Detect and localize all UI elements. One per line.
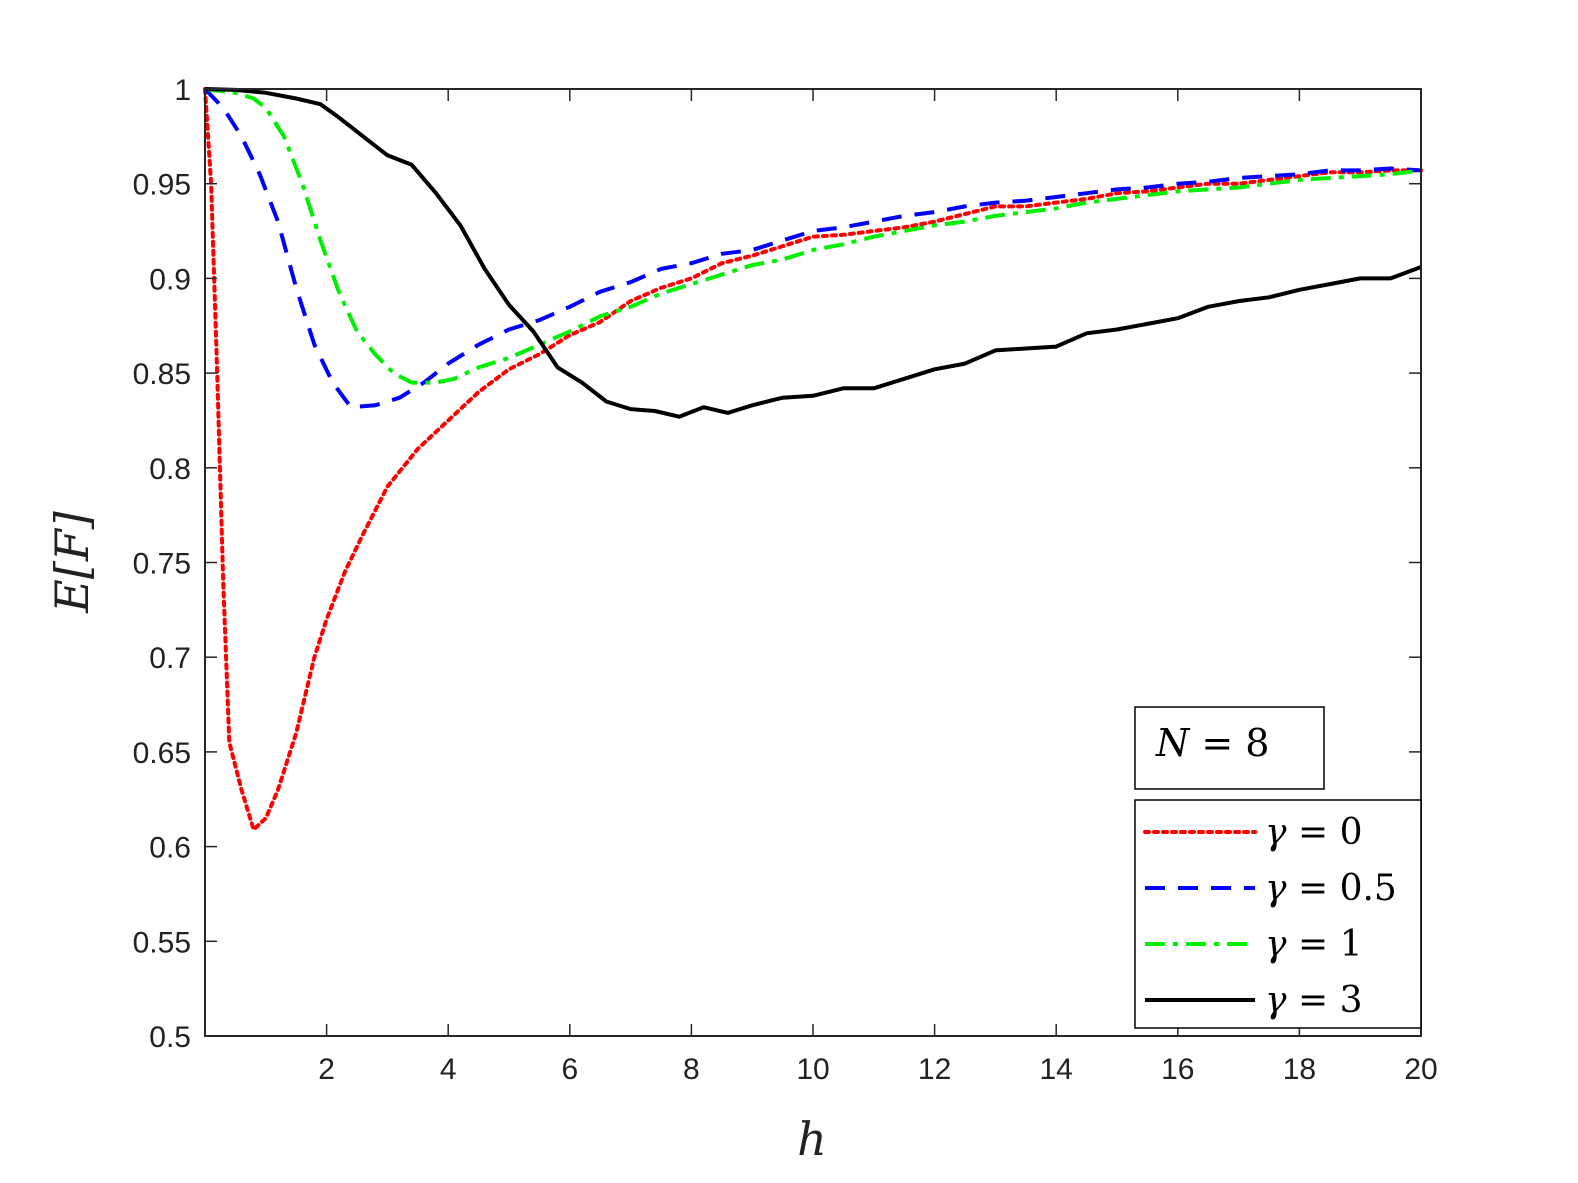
- legend-rel: =: [1287, 812, 1340, 853]
- annotation-val: 8: [1245, 721, 1269, 765]
- annotation-rel: =: [1189, 721, 1245, 765]
- x-tick-label: 12: [918, 1053, 951, 1086]
- series-line-2: [204, 87, 1422, 385]
- y-tick-label: 0.7: [149, 642, 191, 675]
- series-layer: [203, 87, 1423, 832]
- legend-rel: =: [1287, 924, 1340, 965]
- x-tick-label: 14: [1040, 1053, 1073, 1086]
- legend-symbol: γ: [1265, 980, 1287, 1021]
- y-tick-label: 0.65: [133, 737, 191, 770]
- x-tick-label: 4: [440, 1053, 457, 1086]
- legend-value: 0: [1340, 812, 1363, 853]
- annotation-box: N = 8: [1134, 706, 1325, 790]
- legend-value: 0.5: [1340, 868, 1397, 909]
- legend-rel: =: [1287, 868, 1340, 909]
- annotation-frame: [1134, 706, 1325, 790]
- y-tick-label: 0.8: [149, 453, 191, 486]
- legend-symbol: γ: [1265, 868, 1287, 909]
- y-tick-label: 0.75: [133, 548, 191, 581]
- legend-label-0: γ = 0: [1265, 812, 1362, 853]
- legend-label-2: γ = 1: [1265, 924, 1362, 965]
- y-tick-label: 0.95: [133, 169, 191, 202]
- y-tick-label: 0.6: [149, 832, 191, 865]
- legend-rel: =: [1287, 980, 1340, 1021]
- x-tick-label: 6: [561, 1053, 578, 1086]
- legend-label-3: γ = 3: [1265, 980, 1362, 1021]
- legend-label-1: γ = 0.5: [1265, 868, 1397, 909]
- y-tick-label: 0.55: [133, 926, 191, 959]
- series-line-1: [203, 87, 1422, 410]
- y-tick-label: 1: [174, 74, 191, 107]
- x-ticks: 2 4 6 8 10 12 14 16 18 20: [318, 89, 1438, 1086]
- x-tick-label: 20: [1404, 1053, 1437, 1086]
- series-line-0: [203, 87, 1423, 832]
- y-tick-label: 0.85: [133, 358, 191, 391]
- legend-value: 3: [1340, 980, 1363, 1021]
- legend-entries: γ = 0γ = 0.5γ = 1γ = 3: [1143, 812, 1397, 1021]
- y-tick-label: 0.5: [149, 1021, 191, 1054]
- series-line-3: [204, 87, 1422, 419]
- x-tick-label: 10: [796, 1053, 829, 1086]
- y-tick-label: 0.9: [149, 263, 191, 296]
- y-axis-title: E[F]: [45, 511, 99, 613]
- legend-symbol: γ: [1265, 924, 1287, 965]
- annotation-text: N = 8: [1155, 721, 1269, 765]
- x-tick-label: 2: [318, 1053, 335, 1086]
- legend: γ = 0γ = 0.5γ = 1γ = 3: [1134, 799, 1422, 1029]
- x-axis-title: h: [797, 1112, 827, 1166]
- annotation-var: N: [1155, 721, 1191, 765]
- y-ticks: 0.5 0.55 0.6 0.65 0.7 0.75 0.8 0.85 0.9 0.95 1: [133, 74, 1421, 1054]
- x-tick-label: 8: [683, 1053, 700, 1086]
- x-tick-label: 16: [1161, 1053, 1194, 1086]
- legend-frame: [1134, 799, 1422, 1029]
- x-tick-label: 18: [1283, 1053, 1316, 1086]
- legend-symbol: γ: [1265, 812, 1287, 853]
- legend-value: 1: [1340, 924, 1363, 965]
